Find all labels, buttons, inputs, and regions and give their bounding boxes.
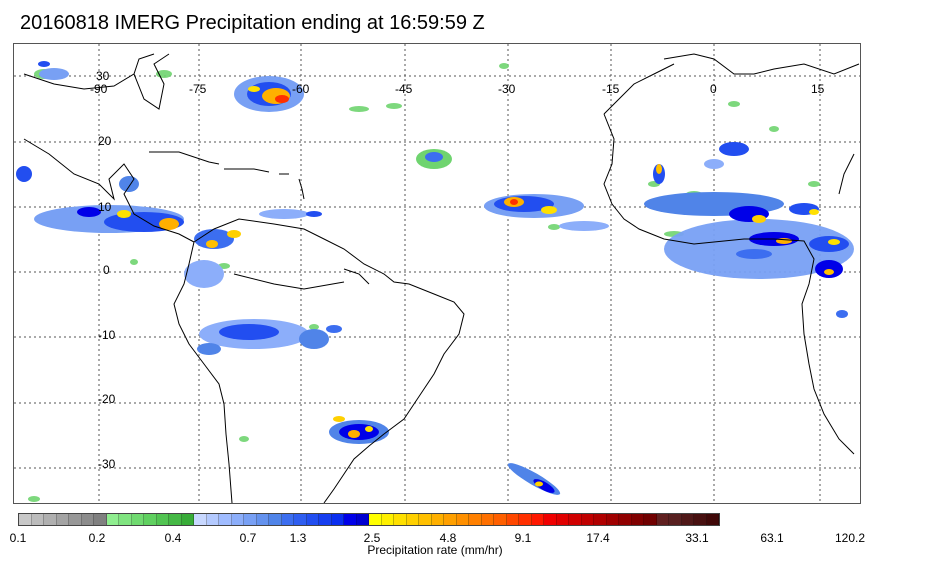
colorbar-cell: [581, 514, 594, 525]
colorbar-tick-1: 0.2: [88, 531, 106, 545]
colorbar-cell: [531, 514, 544, 525]
map-title: 20160818 IMERG Precipitation ending at 1…: [20, 12, 485, 34]
lon-label-neg15: -15: [602, 82, 620, 96]
colorbar-tick-7: 9.1: [514, 531, 532, 545]
colorbar-cell: [294, 514, 307, 525]
lat-label-30: 30: [96, 69, 110, 83]
colorbar-cell: [419, 514, 432, 525]
colorbar-tick-8: 17.4: [586, 531, 610, 545]
colorbar-cell: [69, 514, 82, 525]
lon-label-neg45: -45: [395, 82, 413, 96]
colorbar-cell: [331, 514, 344, 525]
colorbar-cell: [344, 514, 357, 525]
colorbar-cell: [481, 514, 494, 525]
colorbar-cell: [406, 514, 419, 525]
lon-label-neg30: -30: [498, 82, 516, 96]
colorbar-tick-9: 33.1: [685, 531, 709, 545]
colorbar-cell: [206, 514, 219, 525]
colorbar-cell: [106, 514, 119, 525]
colorbar-cell: [506, 514, 519, 525]
colorbar-cell: [31, 514, 44, 525]
colorbar-cell: [131, 514, 144, 525]
colorbar-cell: [19, 514, 32, 525]
colorbar-cell: [619, 514, 632, 525]
lat-label-0: 0: [103, 263, 110, 277]
coastlines: [23, 53, 860, 503]
colorbar-cell: [656, 514, 669, 525]
colorbar-cell: [369, 514, 382, 525]
colorbar-cell: [269, 514, 282, 525]
colorbar-cell: [706, 514, 719, 525]
lon-label-neg60: -60: [292, 82, 310, 96]
colorbar-cell: [469, 514, 482, 525]
colorbar-cell: [169, 514, 182, 525]
colorbar-tick-6: 4.8: [439, 531, 457, 545]
colorbar-cell: [306, 514, 319, 525]
colorbar-cell: [244, 514, 257, 525]
colorbar-cell: [631, 514, 644, 525]
colorbar-cell: [556, 514, 569, 525]
colorbar-tick-11: 120.2: [834, 531, 866, 545]
colorbar-cell: [594, 514, 607, 525]
precipitation-layer: [16, 61, 854, 502]
lon-label-neg75: -75: [189, 82, 207, 96]
colorbar-cell: [194, 514, 207, 525]
map-canvas: [14, 44, 860, 503]
precipitation-colorbar: [18, 513, 720, 526]
colorbar-tick-10: 63.1: [760, 531, 784, 545]
colorbar-tick-0: 0.1: [9, 531, 27, 545]
colorbar-cell: [519, 514, 532, 525]
colorbar-cell: [281, 514, 294, 525]
lat-label-neg20: -20: [98, 392, 116, 406]
colorbar-cell: [456, 514, 469, 525]
lat-label-10: 10: [98, 200, 112, 214]
colorbar-tick-2: 0.4: [164, 531, 182, 545]
colorbar-cell: [381, 514, 394, 525]
colorbar-cell: [544, 514, 557, 525]
colorbar-cell: [444, 514, 457, 525]
colorbar-tick-5: 2.5: [363, 531, 381, 545]
precipitation-map: -90 -75 -60 -45 -30 -15 0 15 30 20 10 0 …: [13, 43, 861, 504]
colorbar-cell: [694, 514, 707, 525]
colorbar-cell: [144, 514, 157, 525]
lat-label-neg30: -30: [98, 457, 116, 471]
colorbar-cell: [606, 514, 619, 525]
colorbar-cell: [431, 514, 444, 525]
colorbar-cell: [156, 514, 169, 525]
lat-label-20: 20: [98, 134, 112, 148]
colorbar-cell: [494, 514, 507, 525]
colorbar-cell: [231, 514, 244, 525]
colorbar-cell: [119, 514, 132, 525]
colorbar-cell: [681, 514, 694, 525]
colorbar-cell: [319, 514, 332, 525]
colorbar-cell: [219, 514, 232, 525]
colorbar-cell: [56, 514, 69, 525]
colorbar-label: Precipitation rate (mm/hr): [367, 543, 503, 557]
lat-label-neg10: -10: [98, 328, 116, 342]
colorbar-cell: [356, 514, 369, 525]
colorbar-cell: [181, 514, 194, 525]
colorbar-cell: [81, 514, 94, 525]
colorbar-tick-3: 0.7: [239, 531, 257, 545]
colorbar-cell: [569, 514, 582, 525]
colorbar-cell: [394, 514, 407, 525]
colorbar-cell: [669, 514, 682, 525]
colorbar-tick-4: 1.3: [289, 531, 307, 545]
lon-label-neg90: -90: [90, 82, 108, 96]
colorbar-cell: [94, 514, 107, 525]
lon-label-0: 0: [710, 82, 717, 96]
colorbar-cell: [44, 514, 57, 525]
colorbar-cell: [644, 514, 657, 525]
colorbar-cell: [256, 514, 269, 525]
lon-label-15: 15: [811, 82, 825, 96]
